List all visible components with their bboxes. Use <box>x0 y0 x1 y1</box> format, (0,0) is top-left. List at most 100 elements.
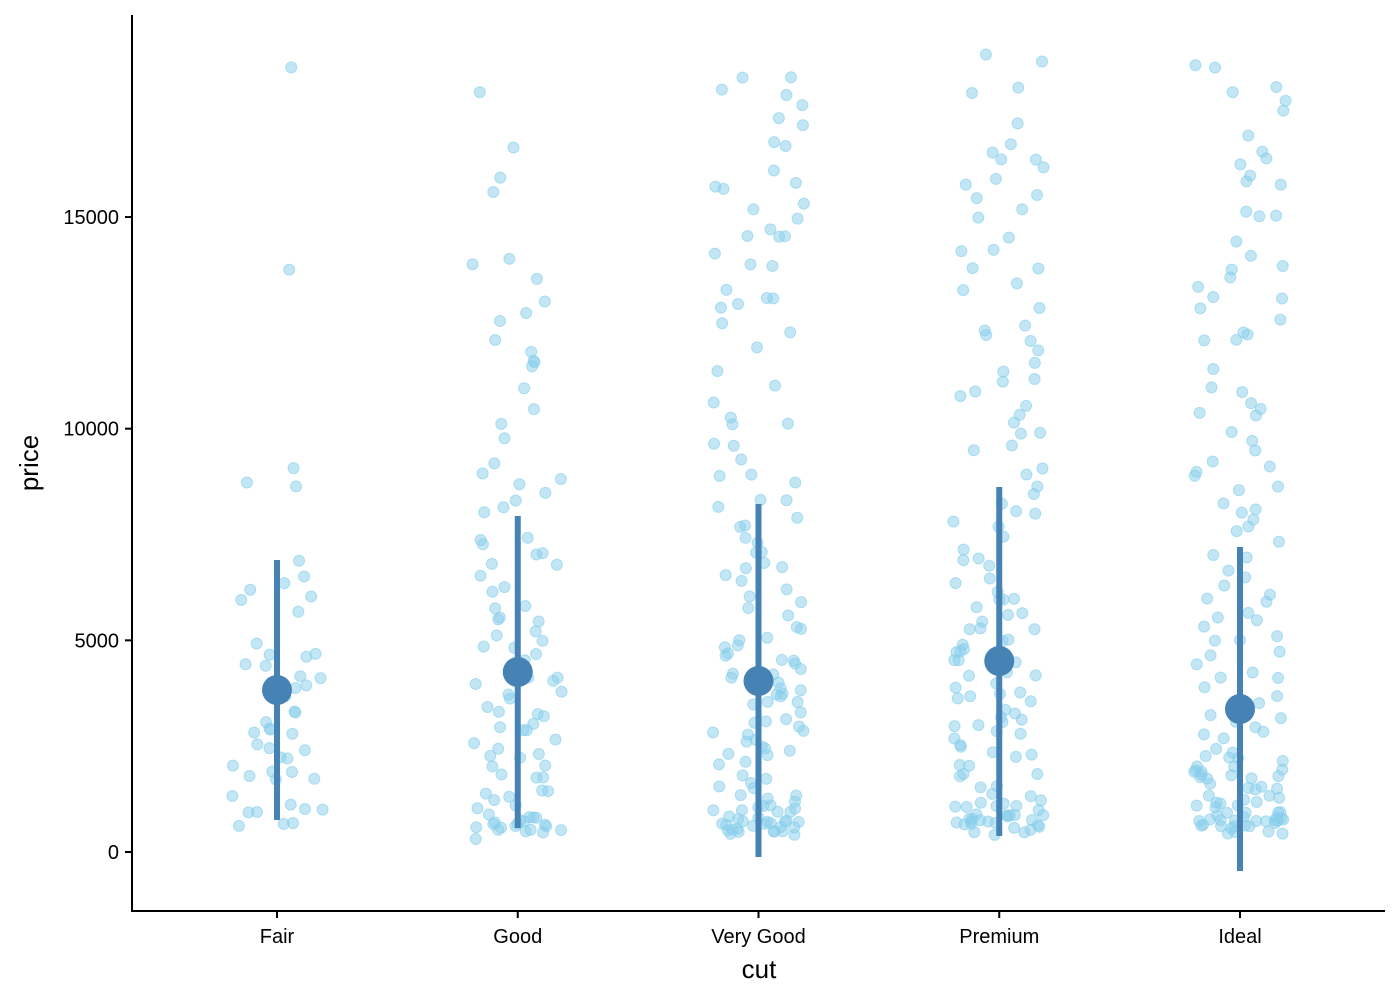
data-point <box>968 826 981 839</box>
data-point <box>285 61 298 74</box>
data-point <box>239 658 252 671</box>
data-point <box>486 585 499 598</box>
data-point <box>281 752 294 765</box>
data-point <box>286 766 299 779</box>
data-point <box>1241 328 1254 341</box>
data-point <box>1210 742 1223 755</box>
data-point <box>299 803 312 816</box>
data-point <box>1206 455 1219 468</box>
data-point <box>736 71 749 84</box>
data-point <box>759 715 772 728</box>
data-point <box>957 643 970 656</box>
data-point <box>1275 811 1288 824</box>
data-point <box>283 263 296 276</box>
data-point <box>949 681 962 694</box>
data-point <box>1235 506 1248 519</box>
data-point <box>298 744 311 757</box>
data-point <box>300 679 313 692</box>
data-point <box>1202 789 1215 802</box>
data-point <box>1224 271 1237 284</box>
data-point <box>1257 725 1270 738</box>
data-point <box>768 825 781 838</box>
data-point <box>477 640 490 653</box>
data-point <box>768 379 781 392</box>
data-point <box>780 494 793 507</box>
data-point <box>1226 746 1239 759</box>
data-point <box>776 561 789 574</box>
data-point <box>1002 608 1015 621</box>
data-point <box>503 252 516 265</box>
data-point <box>1209 61 1222 74</box>
mean-point <box>743 665 774 696</box>
data-point <box>1242 520 1255 533</box>
data-point <box>1037 161 1050 174</box>
data-point <box>1276 827 1289 840</box>
data-point <box>1271 630 1284 643</box>
data-point <box>497 501 510 514</box>
data-point <box>485 557 498 570</box>
mean-point <box>262 674 292 705</box>
data-point <box>726 418 739 431</box>
data-point <box>298 570 311 583</box>
data-point <box>530 272 543 285</box>
data-point <box>1198 620 1211 633</box>
data-point <box>503 790 516 803</box>
data-point <box>708 247 721 260</box>
data-point <box>1245 397 1258 410</box>
data-point <box>263 742 276 755</box>
data-point <box>547 674 560 687</box>
data-point <box>781 417 794 430</box>
data-point <box>519 825 532 838</box>
data-point <box>995 153 1008 166</box>
data-point <box>244 583 257 596</box>
data-point <box>549 733 562 746</box>
data-point <box>742 602 755 615</box>
data-point <box>498 432 511 445</box>
data-point <box>751 341 764 354</box>
y-tick-label: 15000 <box>63 207 119 229</box>
data-point <box>488 457 501 470</box>
data-point <box>966 262 979 275</box>
data-point <box>744 258 757 271</box>
data-point <box>707 804 720 817</box>
data-point <box>1221 827 1234 840</box>
data-point <box>1034 794 1047 807</box>
data-point <box>278 577 291 590</box>
data-point <box>1232 484 1245 497</box>
data-point <box>1230 525 1243 538</box>
data-point <box>794 684 807 697</box>
data-point <box>1010 505 1023 518</box>
data-point <box>964 690 977 703</box>
data-point <box>1271 690 1284 703</box>
data-point <box>1273 645 1286 658</box>
data-point <box>969 385 982 398</box>
x-axis-title: cut <box>742 954 777 984</box>
data-point <box>957 284 970 297</box>
data-point <box>732 298 745 311</box>
data-point <box>761 749 774 762</box>
data-point <box>1036 462 1049 475</box>
data-point <box>766 259 779 272</box>
data-point <box>1190 658 1203 671</box>
data-point <box>731 639 744 652</box>
data-point <box>539 759 552 772</box>
data-point <box>1024 823 1037 836</box>
data-point <box>521 531 534 544</box>
data-point <box>1230 333 1243 346</box>
data-point <box>529 625 542 638</box>
data-point <box>316 803 329 816</box>
data-point <box>520 307 533 320</box>
data-point <box>476 467 489 480</box>
data-point <box>1249 444 1262 457</box>
data-point <box>1253 210 1266 223</box>
data-point <box>1272 535 1285 548</box>
data-point <box>963 759 976 772</box>
data-point <box>1211 611 1224 624</box>
data-point <box>735 453 748 466</box>
data-point <box>1010 799 1023 812</box>
data-point <box>721 647 734 660</box>
data-point <box>555 824 568 837</box>
data-point <box>784 326 797 339</box>
data-point <box>1197 728 1210 741</box>
data-point <box>789 476 802 489</box>
